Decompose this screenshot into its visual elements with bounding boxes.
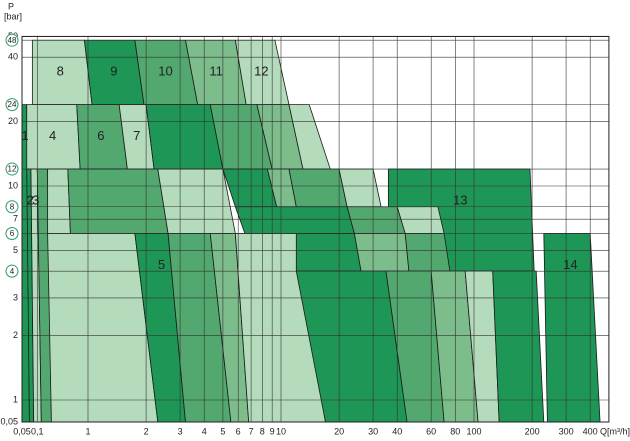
x-axis-label: Q[m³/h] [600,426,630,436]
pump-region [47,168,71,234]
y-tick-label: 7 [13,214,18,224]
y-tick-label: 48 [8,36,17,45]
y-tick-label: 12 [8,165,17,174]
x-tick-label: 2 [144,426,149,436]
y-tick-circle [5,162,19,176]
y-tick-circle [5,200,19,214]
pump-region [346,206,406,234]
y-tick-label: 20 [8,116,18,126]
x-tick-label: 100 [466,426,481,436]
x-tick-label: 400 [583,426,598,436]
y-tick-circle [5,226,19,240]
y-tick-label: 3 [13,292,18,302]
x-tick-label: 200 [525,426,540,436]
pump-region [145,104,224,170]
regions [21,36,609,423]
region-label: 12 [254,64,268,79]
y-tick-circle [5,33,19,47]
x-tick-label: 5 [220,426,225,436]
x-tick-label: 1 [85,426,90,436]
x-tick-label: 6 [236,426,241,436]
region-label: 7 [133,128,140,143]
plot-frame [21,35,610,423]
y-tick-label: 6 [10,229,15,238]
pump-region [288,168,348,208]
y-tick-label: 8 [10,202,15,211]
x-tick-label: 40 [392,426,402,436]
region-label: 11 [209,64,223,79]
x-tick-label: 7 [249,426,254,436]
region-label: 1 [21,128,28,143]
x-tick-label: 300 [559,426,574,436]
pump-region [67,168,169,234]
pump-region [492,270,545,423]
region-label: 13 [453,192,467,207]
x-tick-label: 10 [276,426,286,436]
pump-region [295,233,362,272]
x-tick-label: 60 [426,426,436,436]
x-tick-label: 0,1 [31,426,44,436]
region-label: 4 [49,128,56,143]
region-label: 14 [563,257,577,272]
region-label: 8 [57,64,64,79]
pump-region [404,233,451,272]
region-label: 10 [158,64,172,79]
pump-region [396,206,445,234]
region-label: 5 [158,257,165,272]
y-tick-label: 0,05 [0,416,18,426]
y-tick-label: 2 [13,330,18,340]
y-tick-label: 24 [8,100,17,109]
x-tick-label: 80 [450,426,460,436]
x-tick-label: 4 [202,426,207,436]
region-label: 6 [97,128,104,143]
y-tick-label: 1 [13,394,18,404]
pump-region [353,233,410,272]
y-axis-unit: [bar] [4,11,22,21]
pump-region [157,168,236,234]
y-tick-label: 4 [10,267,15,276]
region-label: 3 [32,192,39,207]
y-tick-label: 40 [8,52,18,62]
y-tick-label: 10 [8,180,18,190]
x-tick-label: 8 [260,426,265,436]
y-axis-label: P [8,1,14,11]
x-tick-label: 0,05 [13,426,31,436]
pump-region [234,206,355,234]
x-tick-label: 20 [334,426,344,436]
region-label: 9 [110,64,117,79]
region-label: 2 [27,192,34,207]
y-tick-circle [5,98,19,112]
x-tick-label: 3 [178,426,183,436]
y-tick-label: 5 [13,245,18,255]
y-tick-circle [5,264,19,278]
x-tick-label: 30 [368,426,378,436]
x-tick-label: 9 [270,426,275,436]
